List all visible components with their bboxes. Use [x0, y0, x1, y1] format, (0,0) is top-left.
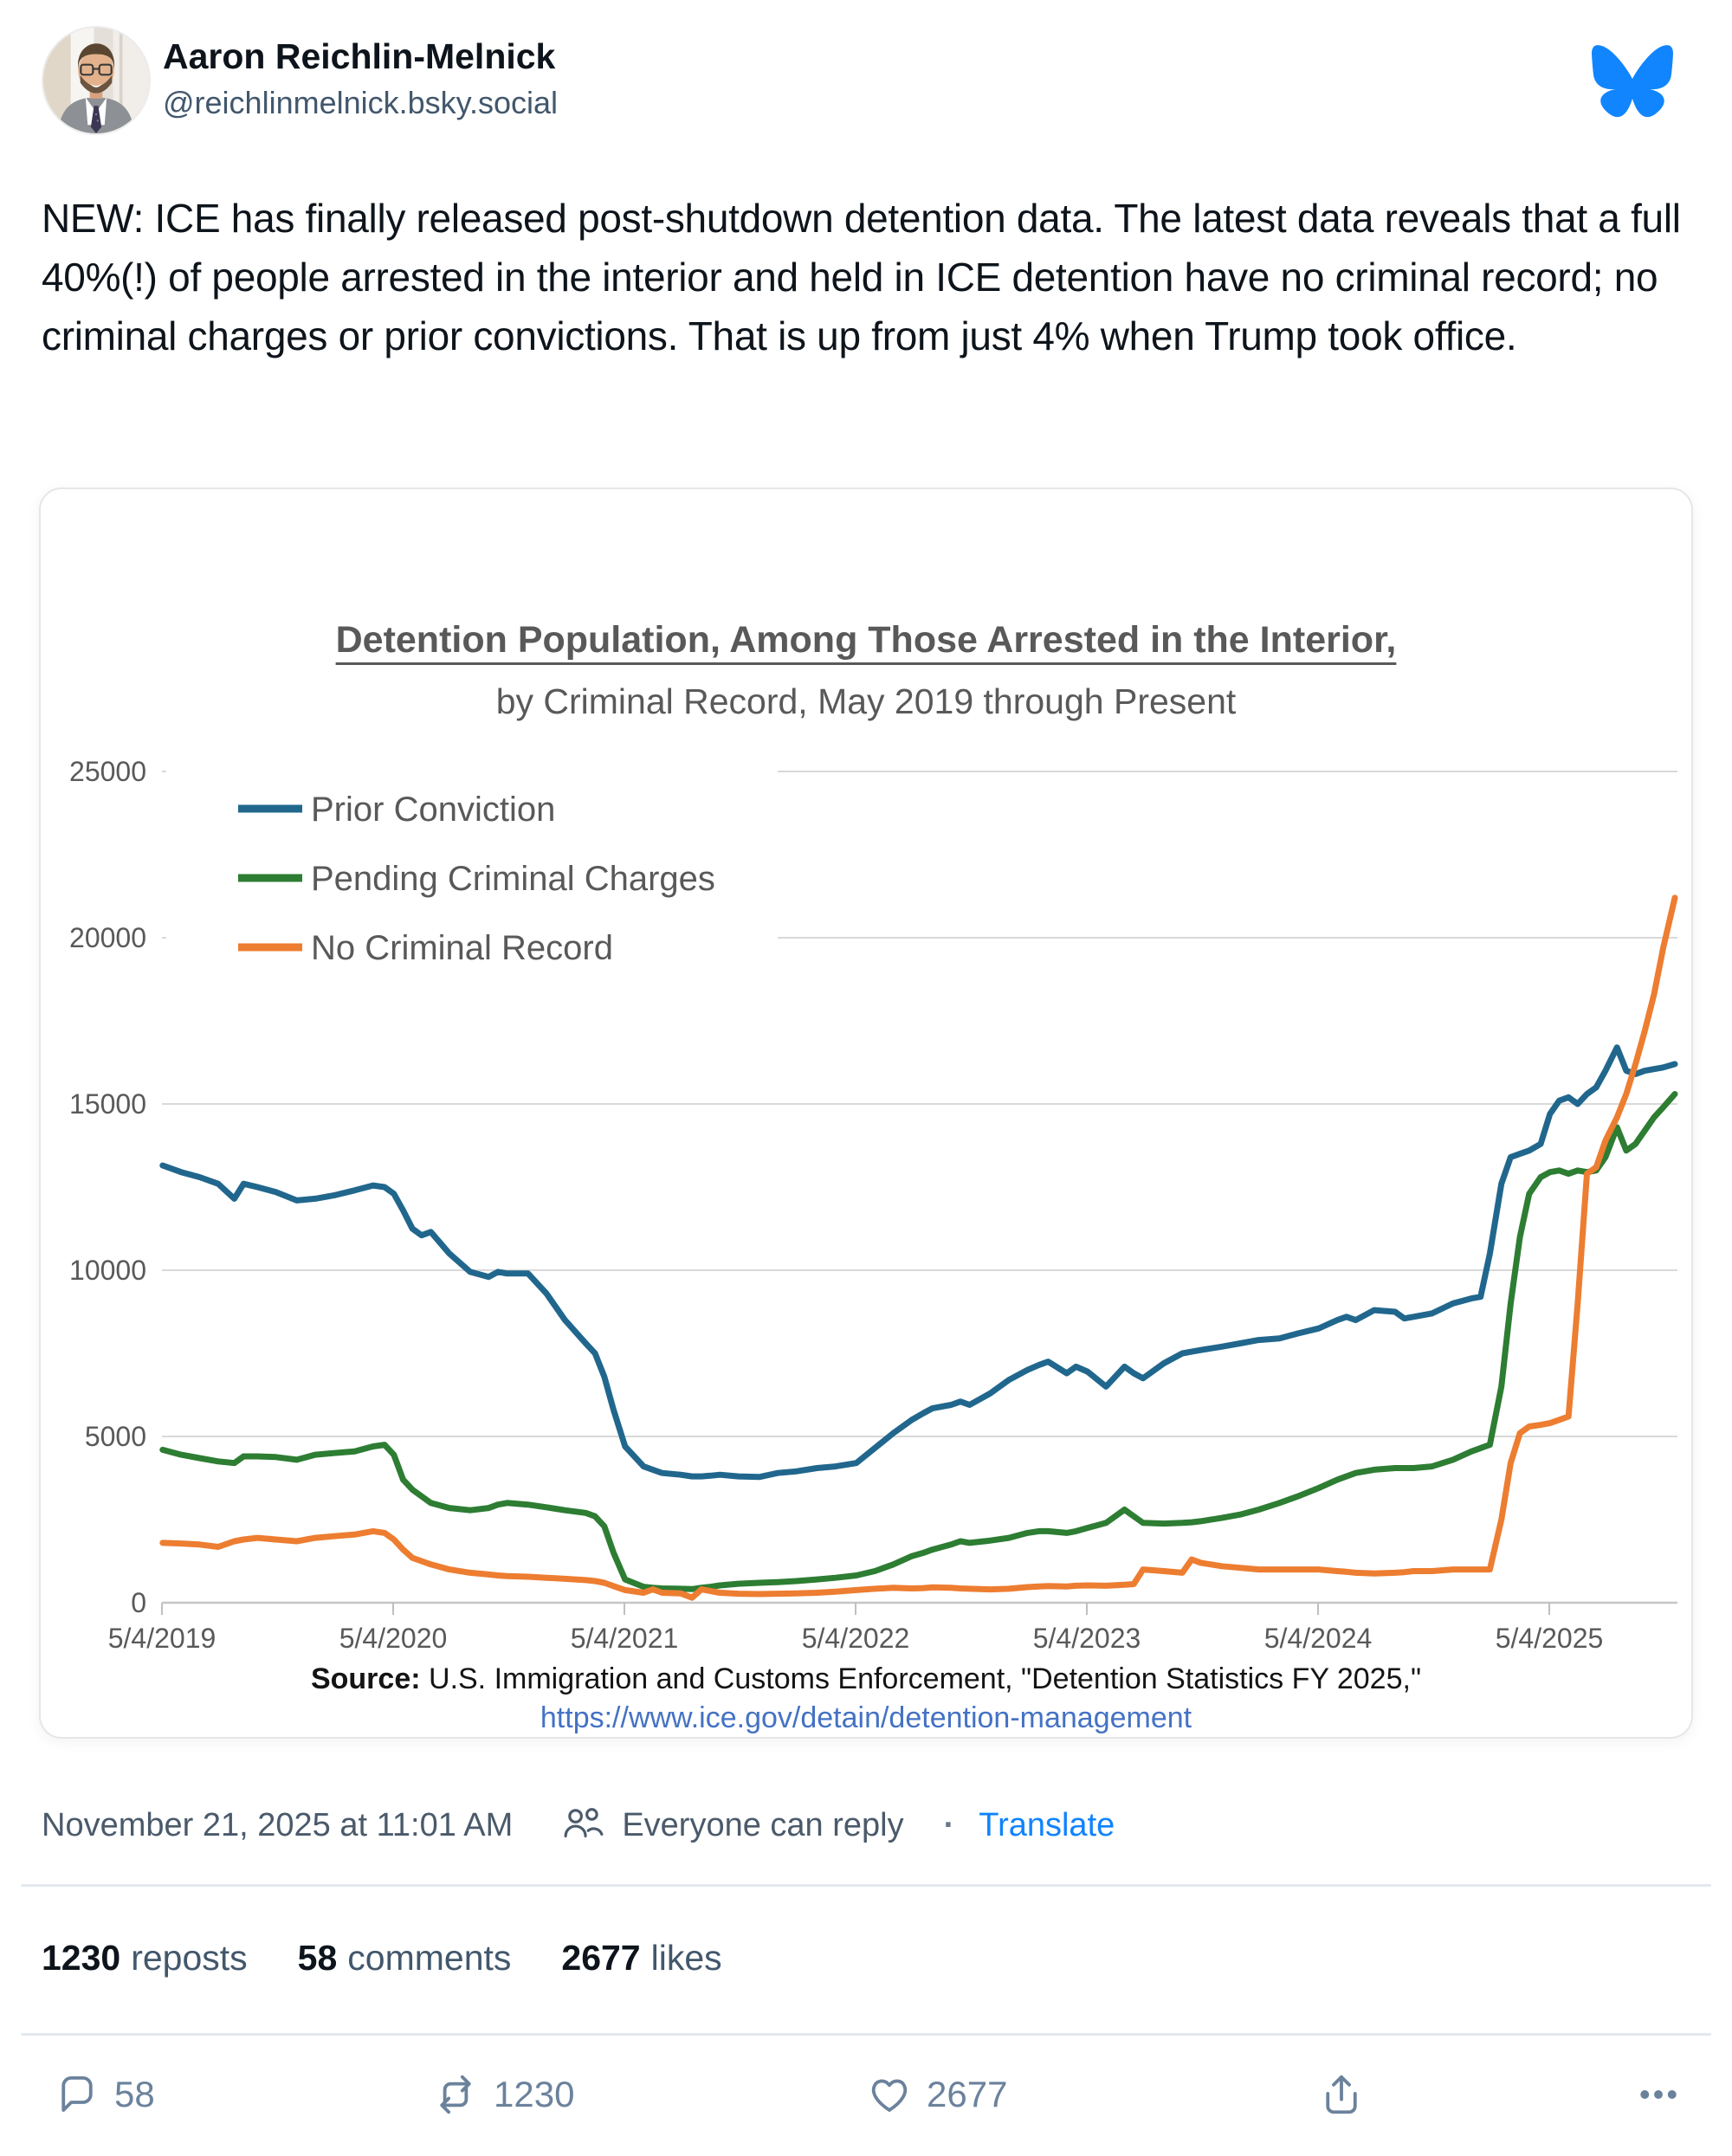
x-axis-label-0: 5/4/2019: [108, 1623, 216, 1654]
y-axis-label-5000: 5000: [85, 1421, 146, 1452]
translate-link[interactable]: Translate: [979, 1806, 1115, 1843]
chart-embed-card[interactable]: 0 5000 10000 15000 20000 25000 5/4/2019 5/4/202…: [39, 487, 1693, 1739]
comment-icon: [61, 2075, 93, 2112]
x-axis-label-2: 5/4/2021: [571, 1623, 679, 1654]
chart-subtitle: by Criminal Record, May 2019 through Pre…: [495, 681, 1237, 721]
reposts-stat[interactable]: 1230 reposts: [42, 1938, 248, 1978]
likes-count: 2677: [561, 1938, 641, 1978]
share-icon: [1326, 2075, 1357, 2114]
likes-stat[interactable]: 2677 likes: [561, 1938, 721, 1978]
likes-label: likes: [650, 1938, 722, 1978]
comment-count: 58: [114, 2074, 155, 2114]
post-meta-row: November 21, 2025 at 11:01 AM Everyone c…: [42, 1806, 1115, 1844]
share-button[interactable]: [1318, 2071, 1365, 2118]
repost-icon: [440, 2075, 471, 2114]
comments-stat[interactable]: 58 comments: [298, 1938, 512, 1978]
source-text: U.S. Immigration and Customs Enforcement…: [420, 1662, 1422, 1695]
legend-background: [166, 754, 778, 991]
timestamp[interactable]: November 21, 2025 at 11:01 AM: [42, 1806, 514, 1843]
source-link: https://www.ice.gov/detain/detention-man…: [540, 1701, 1192, 1734]
x-axis-label-1: 5/4/2020: [339, 1623, 448, 1654]
y-axis-label-20000: 20000: [69, 922, 146, 953]
reply-setting: Everyone can reply: [622, 1806, 904, 1843]
divider: [21, 1884, 1711, 1887]
comment-button[interactable]: 58: [54, 2071, 155, 2118]
like-button[interactable]: 2677: [866, 2071, 1007, 2118]
y-axis-label-0: 0: [131, 1587, 146, 1618]
repost-count: 1230: [494, 2074, 575, 2114]
legend-label-0: Prior Conviction: [311, 791, 555, 829]
stats-row: 1230 reposts 58 comments 2677 likes: [42, 1938, 722, 1978]
ellipsis-icon: [1640, 2090, 1677, 2099]
bluesky-butterfly-icon[interactable]: [1592, 45, 1673, 118]
chart-title: Detention Population, Among Those Arrest…: [335, 619, 1397, 661]
more-options-button[interactable]: [1635, 2071, 1682, 2118]
reply-audience-icon: [563, 1806, 604, 1844]
avatar[interactable]: [42, 26, 151, 135]
series-line-prior-conviction: [159, 1044, 1678, 1481]
x-axis-label-5: 5/4/2024: [1264, 1623, 1373, 1654]
source-label: Source:: [310, 1662, 421, 1695]
legend-label-1: Pending Criminal Charges: [311, 860, 715, 898]
detention-chart: 0 5000 10000 15000 20000 25000 5/4/2019 5/4/202…: [69, 754, 1678, 1654]
y-axis-label-10000: 10000: [69, 1255, 146, 1286]
handle[interactable]: @reichlinmelnick.bsky.social: [163, 85, 559, 120]
chart-source: Source: U.S. Immigration and Customs Enf…: [93, 1660, 1639, 1738]
comments-label: comments: [347, 1938, 512, 1978]
x-axis-label-6: 5/4/2025: [1496, 1623, 1604, 1654]
y-axis-label-25000: 25000: [69, 756, 146, 787]
series-line-no-criminal-record: [159, 894, 1678, 1601]
post-text: NEW: ICE has finally released post-shutd…: [42, 196, 1681, 359]
heart-icon: [871, 2079, 908, 2112]
x-axis-label-4: 5/4/2023: [1033, 1623, 1141, 1654]
legend-label-2: No Criminal Record: [311, 929, 613, 967]
x-axis-label-3: 5/4/2022: [802, 1623, 910, 1654]
reposts-label: reposts: [131, 1938, 248, 1978]
avatar-illustration: [43, 28, 149, 133]
like-count: 2677: [927, 2074, 1008, 2114]
divider: [21, 2033, 1711, 2036]
series-line-pending-criminal-charges: [159, 1091, 1678, 1592]
comments-count: 58: [297, 1938, 338, 1978]
meta-separator: ·: [943, 1806, 955, 1843]
display-name[interactable]: Aaron Reichlin-Melnick: [163, 36, 556, 76]
y-axis-label-15000: 15000: [69, 1088, 146, 1120]
reposts-count: 1230: [42, 1938, 121, 1978]
repost-button[interactable]: 1230: [431, 2071, 574, 2118]
